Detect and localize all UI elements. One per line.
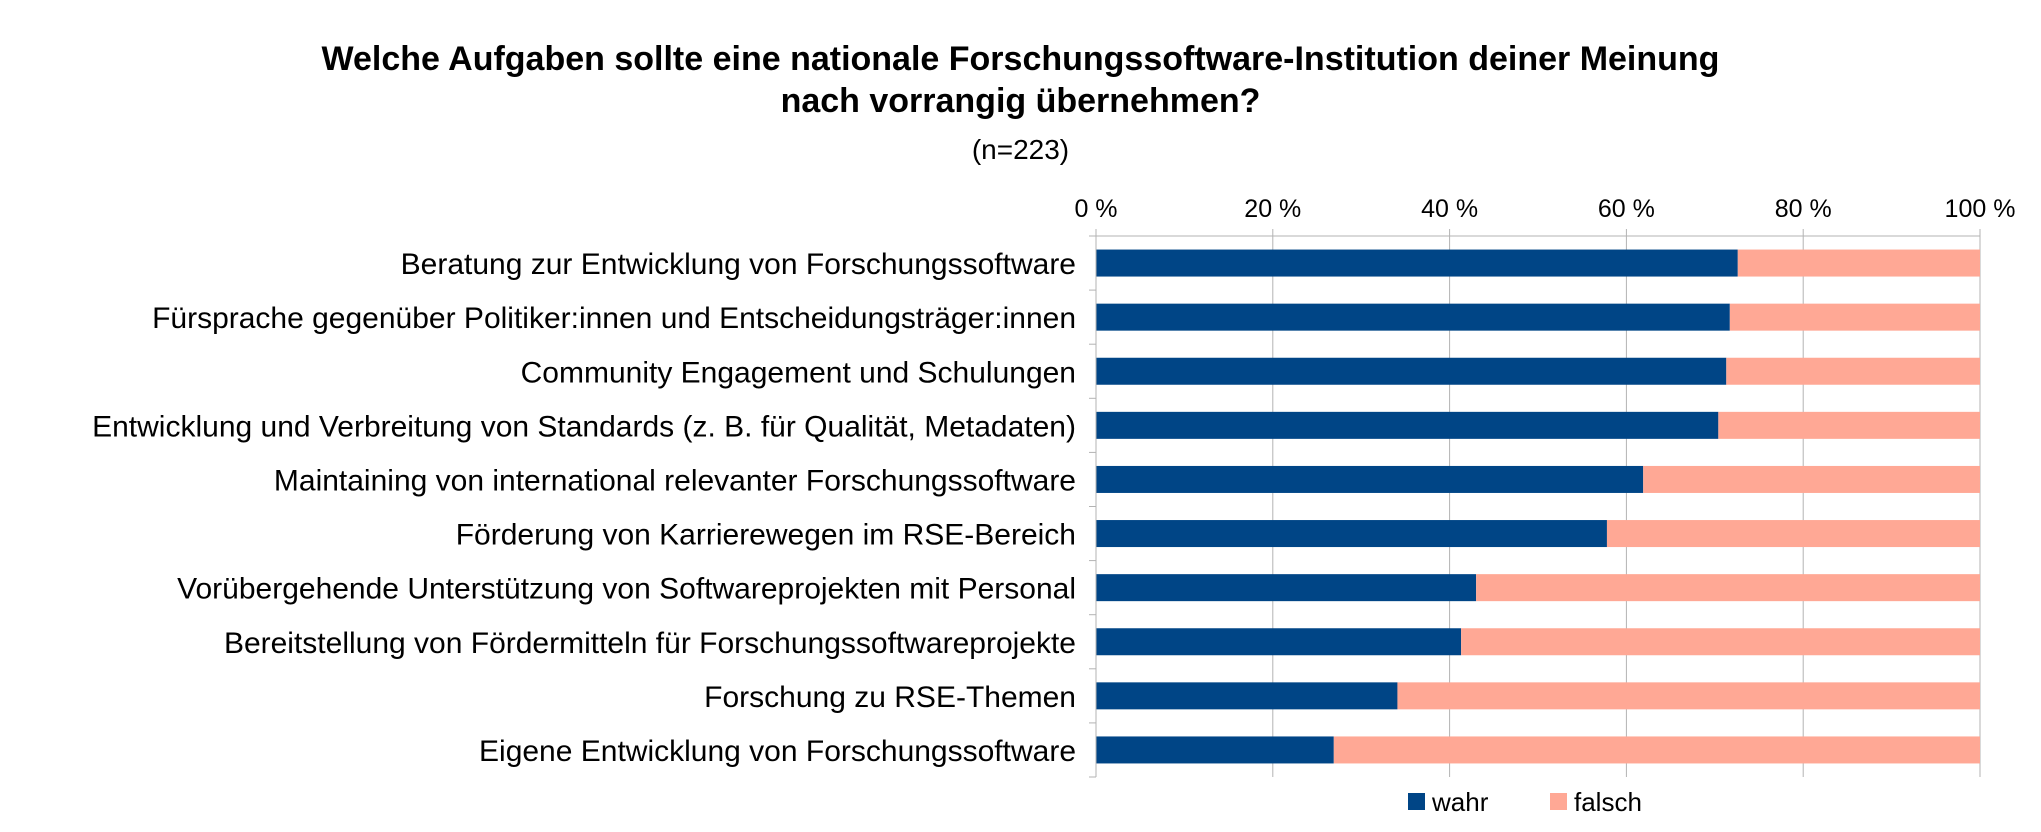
category-label: Maintaining von international relevanter…	[274, 464, 1076, 497]
bar-falsch	[1476, 574, 1980, 602]
x-tick-label: 0 %	[1074, 195, 1117, 223]
bar-wahr	[1096, 357, 1727, 385]
x-tick-label: 60 %	[1598, 195, 1655, 223]
x-tick-label: 80 %	[1775, 195, 1832, 223]
category-label: Förderung von Karrierewegen im RSE-Berei…	[456, 519, 1076, 552]
category-label: Eigene Entwicklung von Forschungssoftwar…	[479, 735, 1076, 768]
bar-falsch	[1643, 465, 1980, 493]
x-tick-label: 40 %	[1421, 195, 1478, 223]
bar-falsch	[1726, 357, 1980, 385]
category-label: Bereitstellung von Fördermitteln für For…	[224, 627, 1076, 660]
chart-subtitle: (n=223)	[971, 134, 1070, 165]
category-label: Forschung zu RSE-Themen	[704, 681, 1076, 714]
bar-wahr	[1096, 682, 1398, 710]
legend-swatch-falsch	[1550, 793, 1567, 810]
bar-falsch	[1729, 303, 1980, 331]
bar-wahr	[1096, 574, 1477, 602]
bar-falsch	[1397, 682, 1980, 710]
bar-wahr	[1096, 736, 1334, 764]
bar-wahr	[1096, 628, 1462, 656]
category-label: Fürsprache gegenüber Politiker:innen und…	[152, 302, 1076, 335]
category-label: Vorübergehende Unterstützung von Softwar…	[177, 573, 1076, 606]
bar-wahr	[1096, 303, 1730, 331]
bar-falsch	[1606, 520, 1980, 548]
bar-wahr	[1096, 520, 1607, 548]
bar-wahr	[1096, 465, 1644, 493]
bar-falsch	[1461, 628, 1980, 656]
bar-falsch	[1333, 736, 1980, 764]
chart-title-line-2: nach vorrangig übernehmen?	[780, 82, 1261, 120]
legend-label-falsch: falsch	[1574, 787, 1642, 817]
category-label: Community Engagement und Schulungen	[521, 356, 1076, 389]
category-label: Beratung zur Entwicklung von Forschungss…	[401, 248, 1076, 281]
bar-falsch	[1737, 249, 1980, 277]
bar-wahr	[1096, 249, 1738, 277]
chart-title-line-1: Welche Aufgaben sollte eine nationale Fo…	[321, 40, 1720, 78]
legend-swatch-wahr	[1408, 793, 1425, 810]
category-label: Entwicklung und Verbreitung von Standard…	[92, 410, 1076, 443]
bar-falsch	[1718, 411, 1980, 439]
x-tick-label: 20 %	[1244, 195, 1301, 223]
x-tick-label: 100 %	[1945, 195, 2016, 223]
bar-wahr	[1096, 411, 1719, 439]
legend-label-wahr: wahr	[1431, 787, 1489, 817]
